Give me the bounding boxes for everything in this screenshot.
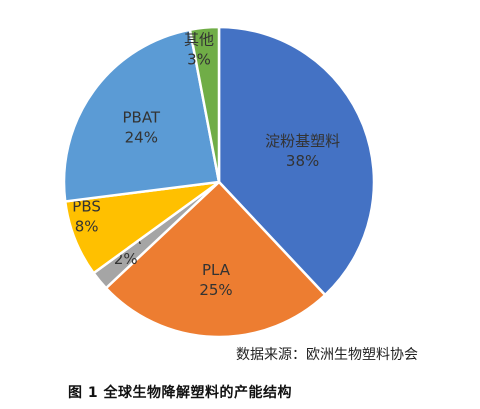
slice-name-label-4: PBAT: [122, 109, 160, 127]
slice-percent-label-3: 8%: [75, 218, 99, 236]
slice-name-label-5: 其他: [184, 31, 214, 49]
slice-percent-label-5: 3%: [187, 51, 211, 69]
figure-caption: 图 1 全球生物降解塑料的产能结构: [68, 385, 292, 401]
slice-name-label-0: 淀粉基塑料: [265, 132, 340, 150]
pie-slice-0: [217, 25, 376, 297]
slice-percent-label-0: 38%: [286, 152, 319, 170]
slice-name-label-3: PBS: [72, 198, 101, 216]
pie-slice-5: [188, 25, 221, 183]
slice-percent-label-4: 24%: [125, 129, 158, 147]
pie-slice-1: [104, 180, 327, 339]
pie-slice-4: [62, 28, 221, 203]
slice-name-label-1: PLA: [202, 261, 231, 279]
slice-percent-label-1: 25%: [199, 281, 232, 299]
data-source-note: 数据来源：欧洲生物塑料协会: [236, 347, 418, 363]
